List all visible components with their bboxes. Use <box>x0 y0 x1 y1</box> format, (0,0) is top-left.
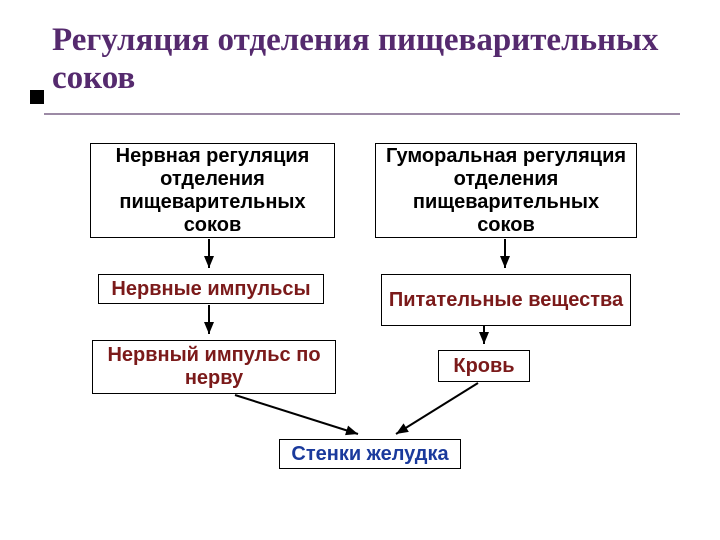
flowchart-node-label: Стенки желудка <box>286 443 454 466</box>
flowchart-node-n7: Стенки желудка <box>279 439 461 469</box>
flowchart-edge <box>235 395 358 434</box>
slide-title: Регуляция отделения пищеварительных соко… <box>52 22 672 98</box>
flowchart-node-n3: Нервные импульсы <box>98 274 324 304</box>
title-underline <box>44 113 680 115</box>
flowchart-node-n5: Нервный импульс по нерву <box>92 340 336 394</box>
title-wrap: Регуляция отделения пищеварительных соко… <box>52 22 672 98</box>
arrowhead-icon <box>345 426 358 436</box>
flowchart-node-label: Кровь <box>445 355 523 378</box>
slide-root: Регуляция отделения пищеварительных соко… <box>0 0 720 540</box>
arrowhead-icon <box>204 256 214 268</box>
arrowhead-icon <box>479 332 489 344</box>
flowchart-node-label: Гуморальная регуляция отделения пищевари… <box>382 145 630 237</box>
flowchart-node-n6: Кровь <box>438 350 530 382</box>
arrowhead-icon <box>204 322 214 334</box>
flowchart-node-n2: Гуморальная регуляция отделения пищевари… <box>375 143 637 238</box>
flowchart-node-label: Нервный импульс по нерву <box>99 344 329 390</box>
flowchart-node-label: Питательные вещества <box>388 289 624 312</box>
flowchart-node-label: Нервная регуляция отделения пищеваритель… <box>97 145 328 237</box>
flowchart-node-n1: Нервная регуляция отделения пищеваритель… <box>90 143 335 238</box>
flowchart-node-n4: Питательные вещества <box>381 274 631 326</box>
flowchart-node-label: Нервные импульсы <box>105 278 317 301</box>
flowchart-edge <box>396 383 478 434</box>
arrowhead-icon <box>500 256 510 268</box>
arrowhead-icon <box>396 423 409 434</box>
title-bullet <box>30 90 44 104</box>
